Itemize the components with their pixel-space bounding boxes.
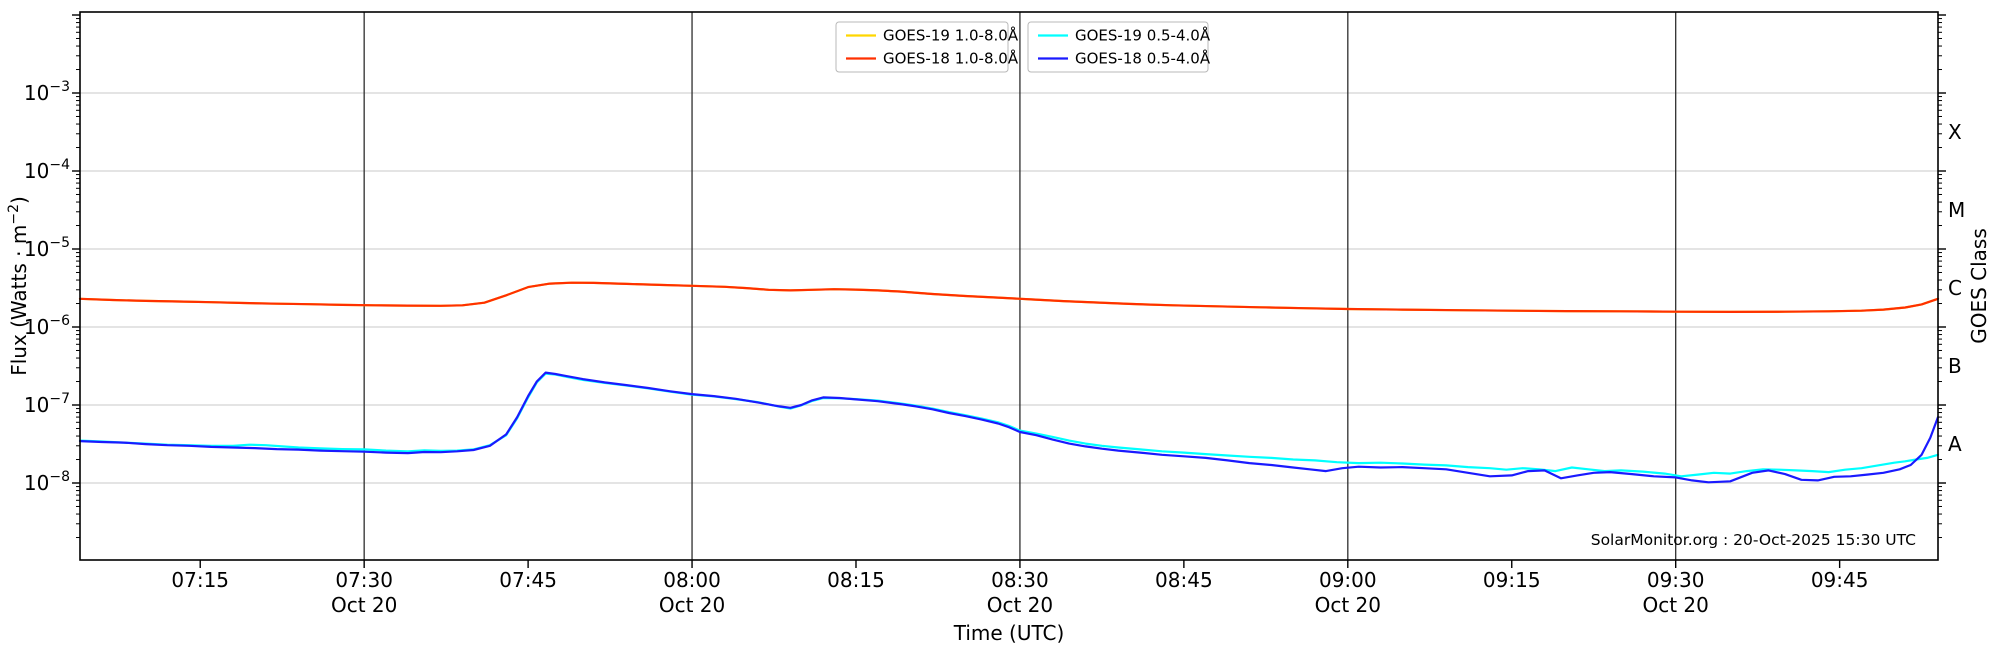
x-tick-label-0845: 08:45 [1155, 568, 1213, 592]
legend-box-2: GOES-19 0.5-4.0Å GOES-18 0.5-4.0Å [1027, 21, 1211, 73]
legend-box-1: GOES-19 1.0-8.0Å GOES-18 1.0-8.0Å [835, 21, 1019, 73]
x-tick-label-0900: 09:00 [1319, 568, 1377, 592]
x-axis-title: Time (UTC) [953, 621, 1065, 645]
goes-class-label-A: A [1948, 432, 1962, 456]
x-date-label-0830: Oct 20 [987, 593, 1053, 617]
x-tick-label-0730: 07:30 [335, 568, 393, 592]
goes-class-label-C: C [1948, 276, 1962, 300]
goes-class-label-X: X [1948, 120, 1962, 144]
x-tick-label-0915: 09:15 [1483, 568, 1541, 592]
legend-label-goes18_short: GOES-18 0.5-4.0Å [1075, 49, 1211, 68]
goes-class-label-M: M [1948, 198, 1965, 222]
y-tick-label-1e-5: 10−5 [24, 235, 70, 261]
x-date-label-0800: Oct 20 [659, 593, 725, 617]
legend-label-goes18_long: GOES-18 1.0-8.0Å [883, 49, 1019, 68]
y-tick-label-1e-3: 10−3 [24, 79, 70, 105]
y-tick-label-1e-4: 10−4 [24, 157, 70, 183]
x-tick-label-0945: 09:45 [1811, 568, 1869, 592]
x-date-label-0900: Oct 20 [1315, 593, 1381, 617]
legend-frame-2 [1027, 21, 1209, 73]
y-tick-label-1e-7: 10−7 [24, 391, 70, 417]
x-tick-label-0930: 09:30 [1647, 568, 1705, 592]
series-goes18_long [78, 281, 1940, 313]
x-tick-label-0715: 07:15 [171, 568, 229, 592]
x-tick-label-0800: 08:00 [663, 568, 721, 592]
legend-label-goes19_short: GOES-19 0.5-4.0Å [1075, 26, 1211, 45]
x-date-label-0930: Oct 20 [1642, 593, 1708, 617]
watermark: SolarMonitor.org : 20-Oct-2025 15:30 UTC [1591, 531, 1916, 549]
plot-frame [79, 11, 1939, 561]
legend-label-goes19_long: GOES-19 1.0-8.0Å [883, 26, 1019, 45]
series-goes18_short [78, 371, 1940, 484]
right-axis-title: GOES Class [1967, 228, 1991, 344]
legend-frame-1 [835, 21, 1009, 73]
y-axis-title: Flux (Watts · m−2) [6, 196, 31, 376]
x-tick-label-0830: 08:30 [991, 568, 1049, 592]
series-goes19_short [78, 372, 1940, 478]
goes-class-label-B: B [1948, 354, 1962, 378]
x-tick-label-0815: 08:15 [827, 568, 885, 592]
x-tick-label-0745: 07:45 [499, 568, 557, 592]
y-tick-label-1e-8: 10−8 [24, 469, 70, 495]
x-date-label-0730: Oct 20 [331, 593, 397, 617]
y-tick-label-1e-6: 10−6 [24, 313, 70, 339]
